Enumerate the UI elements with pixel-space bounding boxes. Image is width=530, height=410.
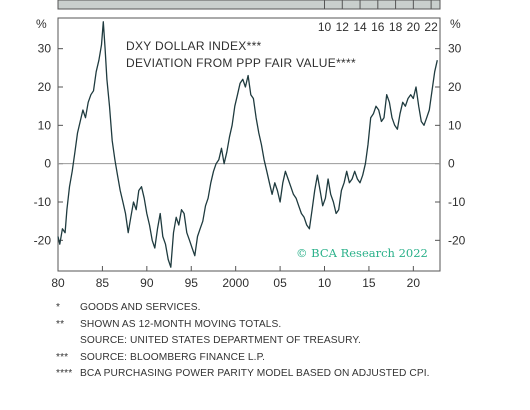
top-tick-label: 14 <box>353 20 367 34</box>
top-tick-label: 12 <box>336 20 350 34</box>
y-tick-label: 10 <box>38 118 52 132</box>
bottom-tick-labels: 80 85 90 95 2000 05 10 15 20 <box>51 276 420 290</box>
footnotes: * GOODS AND SERVICES. ** SHOWN AS 12-MONTH… <box>56 300 526 383</box>
top-tick-label: 22 <box>424 20 438 34</box>
y-tick-label: -10 <box>448 195 466 209</box>
footnote-3: SOURCE: UNITED STATES DEPARTMENT OF TREA… <box>56 333 526 350</box>
footnote-text: BCA PURCHASING POWER PARITY MODEL BASED … <box>80 368 430 379</box>
x-tick-label: 90 <box>140 276 154 290</box>
x-tick-label: 05 <box>273 276 287 290</box>
x-tick-label: 15 <box>362 276 376 290</box>
y-tick-label: 30 <box>38 42 52 56</box>
x-tick-label: 20 <box>407 276 421 290</box>
plot-frame <box>57 17 441 272</box>
footnote-2: ** SHOWN AS 12-MONTH MOVING TOTALS. <box>56 317 526 334</box>
y-tick-label: 20 <box>448 80 462 94</box>
bottom-tick-marks <box>57 266 414 271</box>
y-tick-label: -20 <box>34 233 52 247</box>
footnote-4: *** SOURCE: BLOOMBERG FINANCE L.P. <box>56 350 526 367</box>
top-tick-label: 20 <box>407 20 421 34</box>
top-tick-label: 16 <box>371 20 385 34</box>
footnote-text: GOODS AND SERVICES. <box>80 302 201 313</box>
y-tick-label: 0 <box>44 157 51 171</box>
footnote-marker: * <box>56 302 61 313</box>
x-tick-label: 10 <box>318 276 332 290</box>
footnote-marker: *** <box>56 351 69 363</box>
footnote-marker: **** <box>56 368 73 379</box>
y-tick-label: -10 <box>34 195 52 209</box>
y-unit-left: % <box>36 17 47 31</box>
annotation-line-1: DXY DOLLAR INDEX*** <box>126 39 262 53</box>
footnote-text: SOURCE: BLOOMBERG FINANCE L.P. <box>80 351 266 363</box>
top-tick-labels: 10 12 14 16 18 20 22 <box>318 20 438 34</box>
footnote-marker: ** <box>56 318 65 330</box>
x-tick-label: 85 <box>96 276 110 290</box>
top-tick-label: 18 <box>389 20 403 34</box>
y-ticks-left: 30 20 10 0 -10 -20 <box>34 42 63 247</box>
y-tick-label: 10 <box>448 118 462 132</box>
footnote-5: **** BCA PURCHASING POWER PARITY MODEL BA… <box>56 366 526 383</box>
y-tick-label: 20 <box>38 80 52 94</box>
footnote-marker <box>56 333 80 350</box>
credit-text: © BCA Research 2022 <box>296 246 428 260</box>
footnote-text: SHOWN AS 12-MONTH MOVING TOTALS. <box>80 318 282 330</box>
y-ticks-right: 30 20 10 0 -10 -20 <box>435 42 466 247</box>
footnote-text: SOURCE: UNITED STATES DEPARTMENT OF TREA… <box>80 335 361 346</box>
top-strip <box>57 0 441 10</box>
y-tick-label: 30 <box>448 42 462 56</box>
dxy-deviation-line <box>57 21 438 268</box>
y-tick-label: 0 <box>448 157 455 171</box>
annotation-line-2: DEVIATION FROM PPP FAIR VALUE**** <box>126 56 356 70</box>
x-tick-label: 2000 <box>222 276 249 290</box>
x-tick-label: 95 <box>185 276 199 290</box>
top-tick-label: 10 <box>318 20 332 34</box>
x-tick-label: 80 <box>51 276 65 290</box>
y-unit-right: % <box>450 17 461 31</box>
top-tick-marks <box>324 0 432 9</box>
footnote-1: * GOODS AND SERVICES. <box>56 300 526 317</box>
y-tick-label: -20 <box>448 233 466 247</box>
